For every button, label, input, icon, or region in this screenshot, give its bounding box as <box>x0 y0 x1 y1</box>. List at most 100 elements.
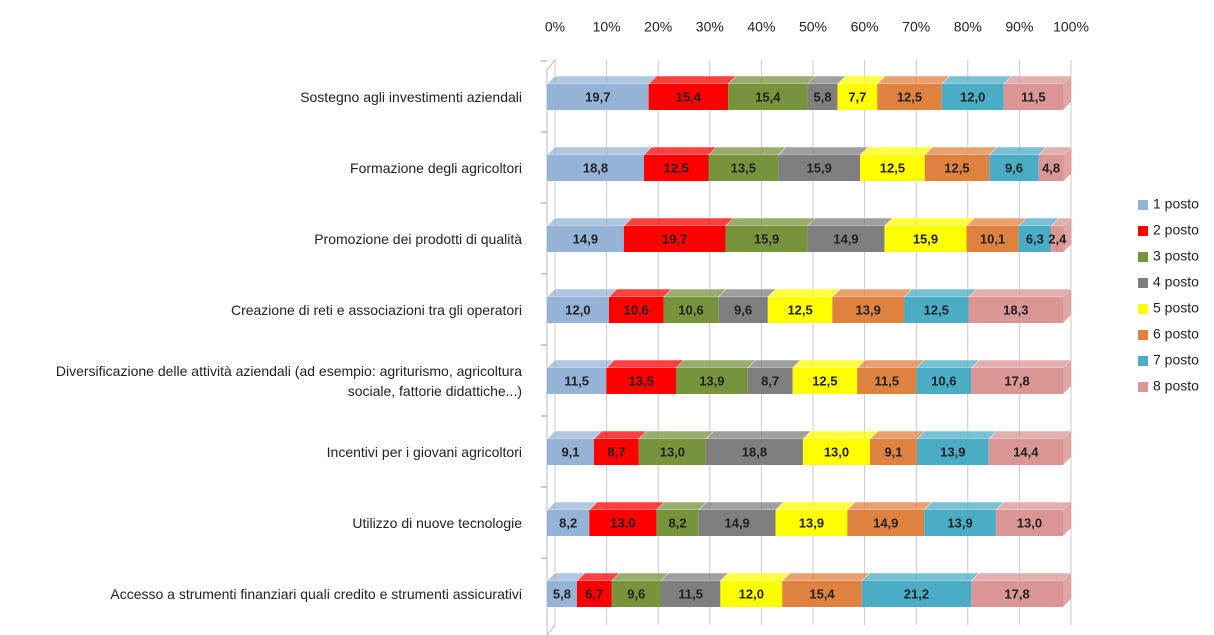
bar-top <box>859 146 934 156</box>
data-label: 5,8 <box>814 89 832 104</box>
data-label: 12,5 <box>944 160 969 175</box>
category-label: Promozione dei prodotti di qualità <box>314 231 522 247</box>
bar-top <box>719 572 791 582</box>
data-label: 14,4 <box>1013 444 1039 459</box>
bar-top <box>546 75 658 85</box>
legend-swatch <box>1138 330 1148 340</box>
x-tick-label: 70% <box>902 19 930 35</box>
bar <box>720 581 783 607</box>
legend-label: 3 posto <box>1153 248 1199 264</box>
data-label: 13,5 <box>629 373 654 388</box>
data-label: 12,5 <box>787 302 812 317</box>
bar-top <box>988 146 1048 156</box>
bar <box>718 297 768 323</box>
bar <box>606 368 676 394</box>
bar-top <box>608 288 673 298</box>
bar-side <box>1063 289 1071 323</box>
bar <box>966 226 1019 252</box>
bar-top <box>546 501 598 511</box>
data-label: 6,3 <box>1026 231 1044 246</box>
category-label: Formazione degli agricoltori <box>350 160 522 176</box>
data-label: 13,9 <box>699 373 724 388</box>
bar-top <box>727 75 817 85</box>
bar <box>663 297 719 323</box>
bar-side <box>1063 431 1071 465</box>
data-label: 2,4 <box>1048 231 1067 246</box>
bar-top <box>546 217 633 227</box>
legend-label: 2 posto <box>1153 222 1199 238</box>
x-tick-label: 80% <box>954 19 982 35</box>
bar-top <box>663 288 727 298</box>
legend-swatch <box>1138 252 1148 262</box>
bar <box>547 439 594 465</box>
bar <box>547 226 624 252</box>
data-label: 11,5 <box>874 373 899 388</box>
bar <box>778 155 861 181</box>
bar <box>747 368 793 394</box>
bar <box>648 84 729 110</box>
category-label: Diversificazione delle attività aziendal… <box>55 363 522 399</box>
bar-top <box>792 359 866 369</box>
data-label: 15,9 <box>754 231 779 246</box>
bar-top <box>965 217 1028 227</box>
bar-side <box>1063 76 1071 110</box>
data-label: 17,8 <box>1004 586 1029 601</box>
data-label: 12,5 <box>897 89 922 104</box>
legend-label: 6 posto <box>1153 326 1199 342</box>
bar-side <box>1063 360 1071 394</box>
bar <box>989 155 1039 181</box>
data-label: 14,9 <box>873 515 898 530</box>
bar-top <box>724 217 817 227</box>
data-label: 18,8 <box>583 160 608 175</box>
bar <box>623 226 726 252</box>
data-label: 10,6 <box>624 302 649 317</box>
data-label: 18,8 <box>742 444 767 459</box>
bar-top <box>915 359 980 369</box>
bar <box>547 581 577 607</box>
bar-side <box>1063 573 1071 607</box>
bar <box>870 439 917 465</box>
data-label: 13,5 <box>731 160 756 175</box>
data-label: 12,5 <box>664 160 689 175</box>
bar <box>847 510 925 536</box>
data-label: 13,9 <box>799 515 824 530</box>
bar <box>705 439 803 465</box>
bar <box>861 581 972 607</box>
data-label: 14,9 <box>724 515 749 530</box>
bar-top <box>777 146 869 156</box>
bar-side <box>1063 218 1072 252</box>
bar <box>767 297 833 323</box>
bar <box>860 155 925 181</box>
data-label: 13,9 <box>947 515 972 530</box>
bar-top <box>861 572 980 582</box>
data-label: 9,6 <box>627 586 645 601</box>
data-label: 8,2 <box>559 515 577 530</box>
bar-top <box>747 359 802 369</box>
bar-top <box>546 146 653 156</box>
x-tick-label: 20% <box>644 19 672 35</box>
bar <box>708 155 779 181</box>
data-label: 4,8 <box>1042 160 1060 175</box>
bar-side <box>1063 502 1071 536</box>
bar <box>782 581 862 607</box>
data-label: 19,7 <box>662 231 687 246</box>
bar <box>988 439 1063 465</box>
data-label: 10,6 <box>931 373 956 388</box>
data-label: 7,7 <box>848 89 866 104</box>
bar <box>676 368 748 394</box>
bar-top <box>605 359 685 369</box>
bar <box>725 226 808 252</box>
bar <box>547 510 590 536</box>
legend-swatch <box>1138 278 1148 288</box>
bar <box>916 439 989 465</box>
bar-top <box>655 501 708 511</box>
legend-swatch <box>1138 356 1148 366</box>
bar <box>971 368 1063 394</box>
data-label: 21,2 <box>904 586 929 601</box>
bar <box>904 297 969 323</box>
bar-top <box>638 430 715 440</box>
bar <box>968 297 1063 323</box>
bar-top <box>916 430 998 440</box>
legend-label: 4 posto <box>1153 274 1199 290</box>
